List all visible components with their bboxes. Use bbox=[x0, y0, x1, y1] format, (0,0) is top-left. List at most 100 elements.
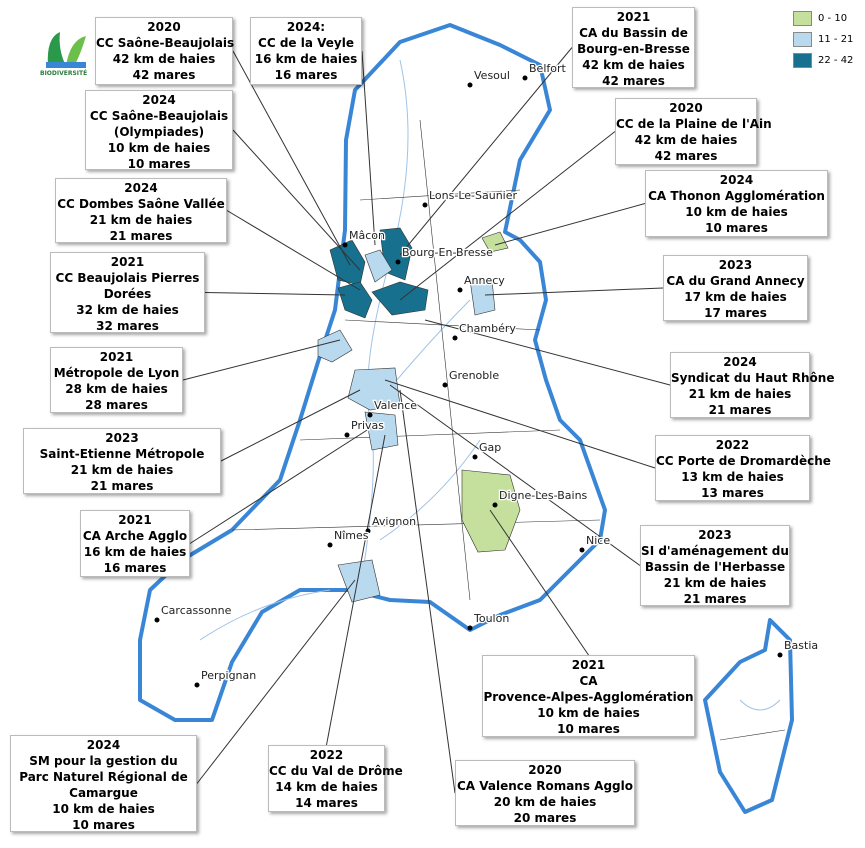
leader-line bbox=[389, 384, 641, 566]
city-dot bbox=[395, 259, 401, 265]
callout-line: 2020 bbox=[528, 763, 562, 777]
callout: 2020 CC Saône-Beaujolais 42 km de haies 42 … bbox=[95, 17, 235, 85]
callout: 2020 CA Valence Romans Agglo 20 km de haie… bbox=[455, 760, 635, 826]
callout: 2024 CC Saône-Beaujolais (Olympiades) 10 km… bbox=[85, 90, 233, 171]
callout-line: CC du Val de Drôme bbox=[269, 764, 403, 778]
callout-line: CA du Grand Annecy bbox=[666, 274, 805, 288]
callout-line: 16 mares bbox=[103, 561, 167, 575]
callout: 2024 CC Dombes Saône Vallée 21 km de haies… bbox=[55, 178, 227, 243]
callout-line: 10 km de haies bbox=[685, 205, 788, 219]
callout-line: 13 mares bbox=[701, 486, 764, 500]
leader-line bbox=[220, 389, 361, 462]
leader-line bbox=[489, 509, 589, 656]
leader-line bbox=[424, 319, 671, 386]
city-label: Gap bbox=[479, 441, 501, 454]
callout-line: 2021 bbox=[110, 255, 145, 269]
city-label: Perpignan bbox=[201, 669, 256, 682]
callout-line: 32 km de haies bbox=[76, 303, 179, 317]
city-dot bbox=[194, 682, 200, 688]
callout-line: Saint-Etienne Métropole bbox=[39, 447, 205, 461]
leader-line bbox=[189, 424, 376, 544]
callout-line: Métropole de Lyon bbox=[53, 366, 180, 380]
leader-line bbox=[494, 203, 646, 246]
callout-line: 14 km de haies bbox=[275, 780, 378, 794]
callout-line: CA bbox=[579, 674, 598, 688]
legend-item: 0 - 10 bbox=[793, 8, 853, 29]
city-label: Privas bbox=[351, 419, 384, 432]
leader-line bbox=[384, 379, 656, 469]
callout-line: 21 mares bbox=[109, 229, 173, 243]
callout-line: 10 mares bbox=[72, 818, 135, 832]
callout-line: Syndicat du Haut Rhône bbox=[671, 371, 835, 385]
logo-text: BIODIVERSITÉ bbox=[40, 70, 88, 77]
callout-line: 10 mares bbox=[705, 221, 768, 235]
city-dot bbox=[522, 75, 528, 81]
city-label: Lons-Le-Saunier bbox=[429, 189, 517, 202]
leader-line bbox=[399, 389, 456, 794]
city-dot bbox=[467, 625, 473, 631]
corsica-outline bbox=[703, 618, 794, 814]
city-label: Toulon bbox=[473, 612, 509, 625]
leader-line bbox=[232, 129, 361, 271]
city-label: Annecy bbox=[464, 274, 505, 287]
callout-line: CA Thonon Agglomération bbox=[648, 189, 825, 203]
callout-line: Parc Naturel Régional de bbox=[19, 770, 188, 784]
city-dot bbox=[777, 652, 783, 658]
callout-line: 14 mares bbox=[295, 796, 358, 810]
city-dot bbox=[467, 82, 473, 88]
callout-line: 21 km de haies bbox=[663, 576, 767, 590]
callout-line: 42 km de haies bbox=[582, 58, 685, 72]
callout-line: 2023 bbox=[105, 431, 139, 445]
callout-line: 16 km de haies bbox=[254, 52, 358, 66]
callout-line: CC Dombes Saône Vallée bbox=[57, 197, 225, 211]
callout: 2024 SM pour la gestion du Parc Naturel Ré… bbox=[10, 735, 197, 832]
callout-line: (Olympiades) bbox=[113, 125, 205, 139]
legend-swatch bbox=[793, 32, 812, 47]
callout-line: 2024 bbox=[86, 738, 121, 752]
legend-label: 22 - 42 bbox=[818, 55, 854, 66]
callout: 2022 CC du Val de Drôme 14 km de haies 14 m… bbox=[268, 745, 403, 812]
callout-line: 2023 bbox=[698, 528, 732, 542]
leader-line bbox=[399, 131, 616, 301]
leader-line bbox=[196, 579, 356, 784]
city-dot bbox=[327, 542, 333, 548]
leader-line bbox=[484, 287, 664, 296]
cities: Vesoul Belfort Lons-Le-Saunier Mâcon Bourg-E… bbox=[154, 61, 819, 688]
city-dot bbox=[154, 617, 160, 623]
city-dot bbox=[367, 412, 373, 418]
city-dot bbox=[457, 287, 463, 293]
callout: 2022 CC Porte de Dromardèche 13 km de haie… bbox=[655, 435, 831, 501]
callout-line: 42 mares bbox=[654, 149, 718, 163]
city-label: Chambéry bbox=[459, 322, 516, 335]
city-dot bbox=[492, 502, 498, 508]
callout-line: 21 km de haies bbox=[688, 387, 792, 401]
callout-line: CC Beaujolais Pierres bbox=[55, 271, 200, 285]
callout-line: 2021 bbox=[571, 658, 606, 672]
callout-line: 20 km de haies bbox=[493, 795, 597, 809]
legend: 0 - 10 11 - 21 22 - 42 bbox=[793, 8, 853, 71]
callout-line: 2020 bbox=[669, 101, 703, 115]
callout-line: CC de la Veyle bbox=[258, 36, 354, 50]
callout-line: CC Saône-Beaujolais bbox=[96, 36, 235, 50]
callout-line: 21 mares bbox=[708, 403, 772, 417]
city-label: Nice bbox=[586, 534, 610, 547]
callout-line: 10 km de haies bbox=[52, 802, 155, 816]
leader-lines bbox=[182, 47, 671, 794]
callout-line: 16 km de haies bbox=[83, 545, 187, 559]
callout: 2021 CC Beaujolais Pierres Dorées 32 km de … bbox=[50, 252, 205, 333]
callout: 2021 CA du Bassin de Bourg-en-Bresse 42 km … bbox=[572, 7, 695, 88]
callout-line: SI d'aménagement du bbox=[641, 544, 789, 558]
callout-line: 10 km de haies bbox=[537, 706, 640, 720]
callout-line: SM pour la gestion du bbox=[29, 754, 178, 768]
callout-line: 2021 bbox=[118, 513, 152, 527]
callout-line: 21 mares bbox=[683, 592, 747, 606]
city-label: Grenoble bbox=[449, 369, 499, 382]
zones bbox=[317, 227, 521, 603]
callout-line: 42 km de haies bbox=[112, 52, 216, 66]
city-label: Mâcon bbox=[349, 229, 385, 242]
city-dot bbox=[422, 202, 428, 208]
callout-line: 13 km de haies bbox=[681, 470, 784, 484]
city-label: Avignon bbox=[372, 515, 416, 528]
callout-line: Dorées bbox=[103, 287, 152, 301]
callout-line: CC Porte de Dromardèche bbox=[656, 454, 831, 468]
